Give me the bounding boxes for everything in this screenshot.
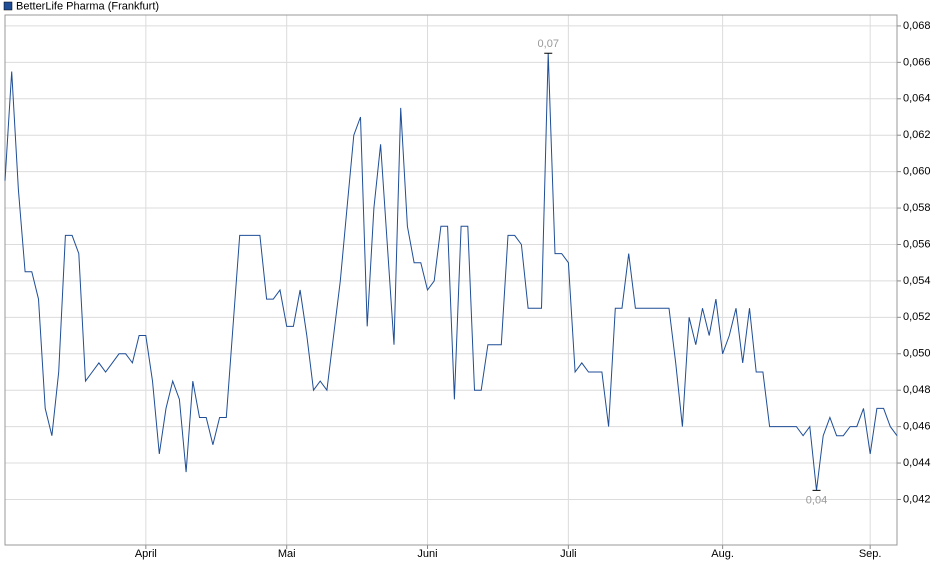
x-tick-label: Juli: [560, 548, 577, 560]
y-tick-label: 0,060: [903, 166, 931, 178]
y-tick-label: 0,042: [903, 493, 931, 505]
y-tick-label: 0,068: [903, 20, 931, 32]
x-tick-label: Aug.: [711, 548, 734, 560]
x-tick-label: Mai: [278, 548, 296, 560]
x-tick-label: April: [135, 548, 157, 560]
y-tick-label: 0,062: [903, 129, 931, 141]
plot-frame: [4, 14, 898, 546]
legend-label: BetterLife Pharma (Frankfurt): [16, 0, 159, 12]
x-tick-label: Sep.: [859, 548, 882, 560]
data-label: 0,07: [538, 38, 559, 50]
y-tick-label: 0,048: [903, 384, 931, 396]
x-tick-label: Juni: [417, 548, 437, 560]
y-tick-label: 0,064: [903, 93, 931, 105]
y-tick-label: 0,058: [903, 202, 931, 214]
data-label: 0,04: [806, 494, 827, 506]
y-tick-label: 0,050: [903, 348, 931, 360]
y-tick-label: 0,054: [903, 275, 931, 287]
y-tick-label: 0,056: [903, 238, 931, 250]
y-tick-label: 0,046: [903, 421, 931, 433]
y-tick-label: 0,066: [903, 56, 931, 68]
legend-swatch: [3, 1, 13, 11]
series-line: [4, 53, 898, 491]
y-tick-label: 0,052: [903, 311, 931, 323]
y-tick-label: 0,044: [903, 457, 931, 469]
